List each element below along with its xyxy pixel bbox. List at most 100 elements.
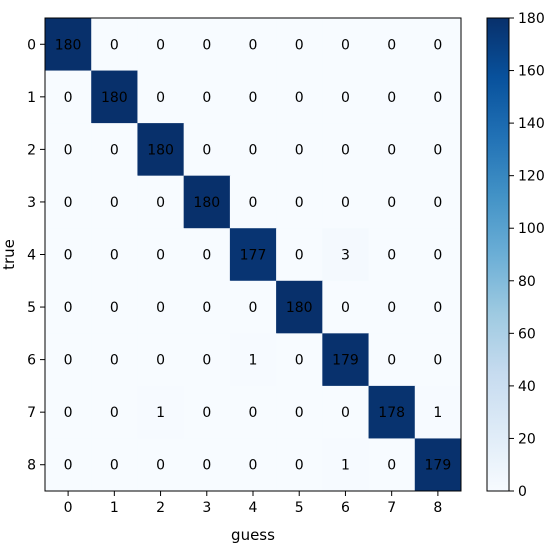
cell-value-label: 0 [295, 37, 304, 53]
cell-value-label: 0 [249, 37, 258, 53]
cell-value-label: 180 [55, 37, 82, 53]
heatmap-cell [45, 123, 92, 177]
cell-value-label: 0 [202, 458, 211, 474]
heatmap-cell [414, 228, 462, 282]
cell-value-label: 0 [202, 37, 211, 53]
cell-value-label: 0 [202, 142, 211, 158]
heatmap-cell [137, 438, 185, 492]
cell-value-label: 0 [341, 90, 350, 106]
heatmap-cell [368, 228, 416, 282]
cell-value-label: 0 [433, 37, 442, 53]
cell-value-label: 0 [249, 90, 258, 106]
heatmap-cell [322, 18, 370, 72]
colorbar-tick-label: 120 [518, 169, 545, 185]
cell-value-label: 180 [286, 300, 313, 316]
heatmap-cell [91, 123, 138, 177]
cell-value-label: 0 [249, 458, 258, 474]
cell-value-label: 0 [110, 37, 119, 53]
heatmap-cell [414, 18, 462, 72]
x-tick-label: 4 [249, 500, 258, 516]
cell-value-label: 0 [295, 405, 304, 421]
heatmap-cell [229, 333, 277, 387]
heatmap-cell [276, 333, 323, 387]
heatmap-cell [322, 228, 370, 282]
y-tick-label: 7 [27, 405, 36, 421]
heatmap-cell-labels: 180 0 0 0 0 0 0 0 0 0 180 0 0 0 0 0 0 0 0 0 180 0 0 0 0 0 0 0 0 0 180 0… [55, 37, 452, 473]
colorbar-tick-label: 40 [518, 379, 536, 395]
heatmap-cell [91, 70, 138, 124]
cell-value-label: 0 [156, 300, 165, 316]
cell-value-label: 0 [156, 353, 165, 369]
heatmap-cell [276, 70, 323, 124]
cell-value-label: 0 [202, 353, 211, 369]
cell-value-label: 0 [64, 300, 73, 316]
heatmap-cell [368, 280, 416, 334]
cell-value-label: 0 [156, 458, 165, 474]
heatmap-cell [414, 123, 462, 177]
heatmap-cell [229, 228, 277, 282]
heatmap-cell [183, 333, 231, 387]
heatmap-cell [322, 175, 370, 229]
heatmap-cell [368, 385, 416, 439]
heatmap-cell [137, 175, 185, 229]
heatmap-cell [229, 175, 277, 229]
y-tick-label: 4 [27, 248, 36, 264]
cell-value-label: 0 [341, 300, 350, 316]
cell-value-label: 0 [64, 90, 73, 106]
heatmap-cell [183, 175, 231, 229]
heatmap-cell [183, 123, 231, 177]
cell-value-label: 0 [341, 142, 350, 158]
cell-value-label: 0 [156, 195, 165, 211]
cell-value-label: 0 [433, 142, 442, 158]
colorbar-tick-label: 0 [518, 484, 527, 500]
heatmap-cell [45, 228, 92, 282]
heatmap-cell [229, 18, 277, 72]
heatmap-cell [276, 280, 323, 334]
heatmap-cell [91, 228, 138, 282]
colorbar-tick-label: 80 [518, 274, 536, 290]
cell-value-label: 0 [387, 90, 396, 106]
x-axis-label: guess [231, 526, 275, 544]
heatmap-cell [322, 333, 370, 387]
cell-value-label: 0 [341, 37, 350, 53]
heatmap-cell [276, 228, 323, 282]
y-axis-label: true [0, 239, 18, 270]
heatmap-cell [183, 438, 231, 492]
cell-value-label: 1 [156, 405, 165, 421]
cell-value-label: 0 [249, 195, 258, 211]
cell-value-label: 1 [341, 458, 350, 474]
cell-value-label: 0 [387, 353, 396, 369]
heatmap-cell [368, 175, 416, 229]
y-axis-ticks: 0 1 2 3 4 5 6 7 8 [27, 37, 45, 474]
x-tick-label: 1 [110, 500, 119, 516]
cell-value-label: 0 [387, 195, 396, 211]
heatmap-cell [137, 70, 185, 124]
y-tick-label: 6 [27, 353, 36, 369]
colorbar-tick-label: 180 [518, 11, 545, 27]
cell-value-label: 0 [64, 353, 73, 369]
cell-value-label: 0 [110, 300, 119, 316]
heatmap-cell [322, 438, 370, 492]
heatmap-cell [368, 70, 416, 124]
heatmap-cell [368, 123, 416, 177]
heatmap-cell [229, 438, 277, 492]
heatmap-cell [414, 175, 462, 229]
y-tick-label: 2 [27, 142, 36, 158]
cell-value-label: 1 [433, 405, 442, 421]
cell-value-label: 180 [193, 195, 220, 211]
heatmap-cell [91, 280, 138, 334]
heatmap-cell [45, 18, 92, 72]
cell-value-label: 0 [249, 300, 258, 316]
cell-value-label: 0 [64, 458, 73, 474]
heatmap-cell [276, 438, 323, 492]
heatmap-cell [45, 175, 92, 229]
cell-value-label: 178 [378, 405, 405, 421]
cell-value-label: 0 [110, 405, 119, 421]
cell-value-label: 1 [249, 353, 258, 369]
colorbar-tick-label: 60 [518, 326, 536, 342]
cell-value-label: 0 [202, 300, 211, 316]
heatmap-cell [276, 385, 323, 439]
cell-value-label: 0 [156, 37, 165, 53]
heatmap-cell [183, 280, 231, 334]
